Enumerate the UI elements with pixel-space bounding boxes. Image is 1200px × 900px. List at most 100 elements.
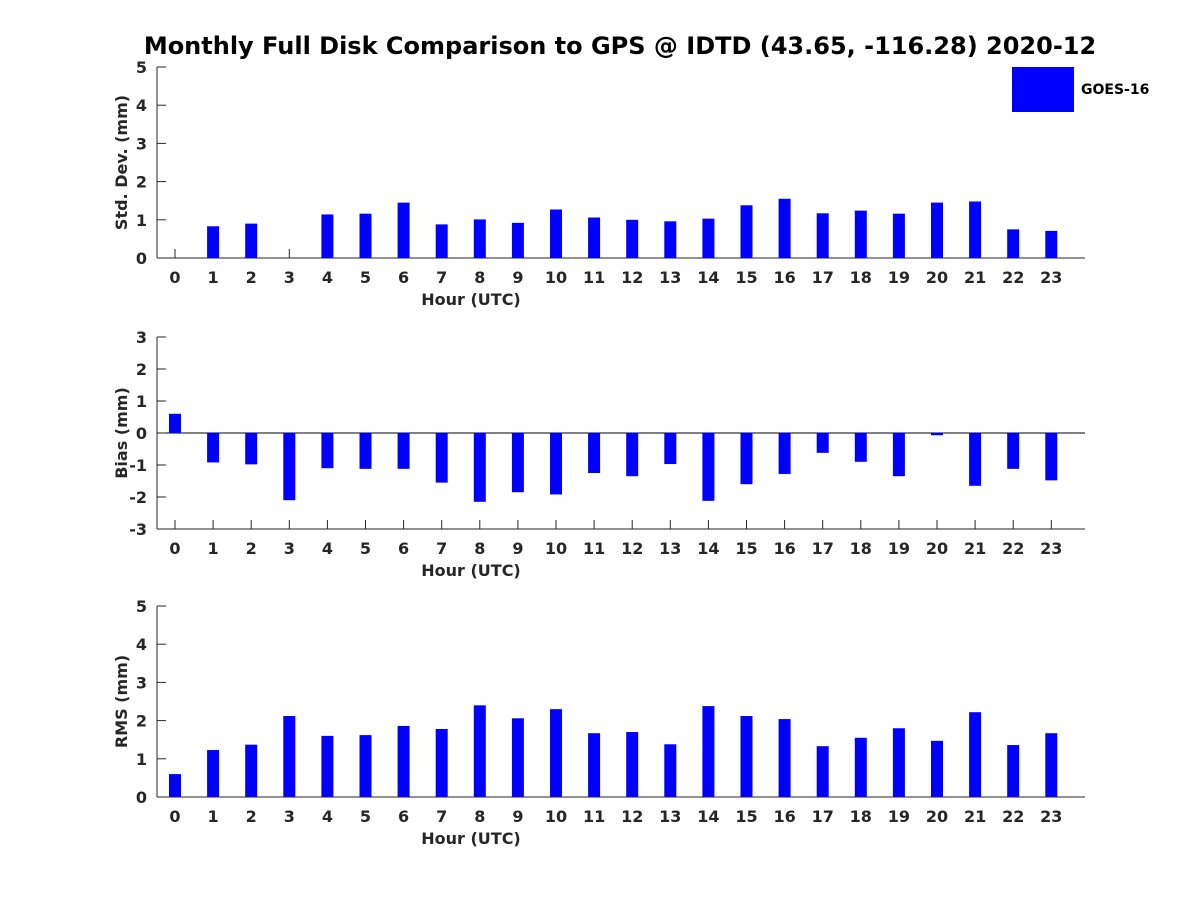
std-dev-bar-hour-5 xyxy=(359,213,372,258)
std-dev-x-tick-label: 2 xyxy=(246,268,257,287)
std-dev-bar-hour-13 xyxy=(664,221,677,258)
rms-x-tick-label: 11 xyxy=(583,807,605,826)
bias-x-tick-label: 18 xyxy=(850,539,872,558)
std-dev-x-tick-label: 16 xyxy=(773,268,795,287)
std-dev-y-axis-label: Std. Dev. (mm) xyxy=(112,95,131,230)
bias-x-tick-label: 3 xyxy=(284,539,295,558)
bias-bar-hour-17 xyxy=(816,433,829,453)
bias-x-tick-label: 7 xyxy=(436,539,447,558)
std-dev-y-tick-label: 2 xyxy=(136,173,147,192)
bias-x-tick-label: 6 xyxy=(398,539,409,558)
rms-bar-hour-13 xyxy=(664,744,677,797)
rms-bar-hour-22 xyxy=(1007,745,1020,797)
rms-bar-hour-9 xyxy=(511,718,524,797)
bias-bar-hour-1 xyxy=(207,433,220,463)
rms-y-tick-label: 5 xyxy=(136,597,147,616)
rms-bar-hour-7 xyxy=(435,729,448,797)
std-dev-x-tick-label: 10 xyxy=(545,268,567,287)
rms-x-tick-label: 21 xyxy=(964,807,986,826)
rms-bar-hour-23 xyxy=(1045,733,1058,797)
rms-bar-hour-5 xyxy=(359,735,372,797)
std-dev-bar-hour-15 xyxy=(740,205,753,258)
std-dev-x-tick-label: 8 xyxy=(474,268,485,287)
rms-x-tick-label: 7 xyxy=(436,807,447,826)
std-dev-bar-hour-22 xyxy=(1007,229,1020,258)
std-dev-x-tick-label: 15 xyxy=(735,268,757,287)
rms-y-tick-label: 2 xyxy=(136,712,147,731)
std-dev-bar-hour-17 xyxy=(816,213,829,258)
rms-bar-hour-21 xyxy=(969,712,982,797)
bias-y-tick-label: 2 xyxy=(136,360,147,379)
rms-bar-hour-4 xyxy=(321,735,334,797)
bias-bar-hour-15 xyxy=(740,433,753,485)
rms-x-tick-label: 13 xyxy=(659,807,681,826)
bias-bar-hour-14 xyxy=(702,433,715,501)
legend-swatch xyxy=(1012,67,1074,112)
rms-x-tick-label: 12 xyxy=(621,807,643,826)
bias-y-tick-label: 1 xyxy=(136,392,147,411)
bias-y-tick-label: -1 xyxy=(129,456,147,475)
rms-x-tick-label: 0 xyxy=(169,807,180,826)
rms-bar-hour-0 xyxy=(169,774,181,797)
std-dev-x-tick-label: 11 xyxy=(583,268,605,287)
bias-x-tick-label: 8 xyxy=(474,539,485,558)
rms-x-tick-label: 5 xyxy=(360,807,371,826)
bias-bar-hour-11 xyxy=(588,433,601,473)
std-dev-x-tick-label: 7 xyxy=(436,268,447,287)
rms-bar-hour-20 xyxy=(931,740,943,797)
rms-bar-hour-2 xyxy=(245,744,258,797)
rms-bar-hour-17 xyxy=(816,746,829,797)
std-dev-x-tick-label: 17 xyxy=(812,268,834,287)
bias-x-tick-label: 5 xyxy=(360,539,371,558)
bias-bar-hour-6 xyxy=(397,433,410,469)
rms-x-tick-label: 20 xyxy=(926,807,948,826)
bias-x-tick-label: 17 xyxy=(812,539,834,558)
bias-bar-hour-2 xyxy=(245,433,258,465)
bias-bar-hour-22 xyxy=(1007,433,1020,469)
std-dev-x-tick-label: 13 xyxy=(659,268,681,287)
std-dev-x-tick-label: 12 xyxy=(621,268,643,287)
bias-x-tick-label: 13 xyxy=(659,539,681,558)
std-dev-bar-hour-14 xyxy=(702,218,715,258)
std-dev-x-tick-label: 4 xyxy=(322,268,333,287)
bias-bar-hour-19 xyxy=(892,433,905,477)
std-dev-y-tick-label: 0 xyxy=(136,249,147,268)
rms-y-tick-label: 0 xyxy=(136,788,147,807)
rms-bar-hour-14 xyxy=(702,706,715,797)
rms-x-tick-label: 6 xyxy=(398,807,409,826)
rms-x-tick-label: 14 xyxy=(697,807,719,826)
bias-bar-hour-16 xyxy=(778,433,791,474)
std-dev-x-tick-label: 19 xyxy=(888,268,910,287)
std-dev-bar-hour-4 xyxy=(321,214,334,258)
rms-bar-hour-15 xyxy=(740,716,753,797)
rms-bar-hour-16 xyxy=(778,719,791,797)
bias-bar-hour-0 xyxy=(169,413,181,433)
rms-x-tick-label: 3 xyxy=(284,807,295,826)
rms-x-tick-label: 19 xyxy=(888,807,910,826)
rms-x-tick-label: 8 xyxy=(474,807,485,826)
rms-y-tick-label: 4 xyxy=(136,635,147,654)
std-dev-y-tick-label: 1 xyxy=(136,211,147,230)
rms-x-tick-label: 2 xyxy=(246,807,257,826)
rms-y-tick-label: 3 xyxy=(136,673,147,692)
bias-x-tick-label: 14 xyxy=(697,539,719,558)
legend-label: GOES-16 xyxy=(1081,82,1149,98)
std-dev-x-tick-label: 5 xyxy=(360,268,371,287)
std-dev-y-tick-label: 3 xyxy=(136,134,147,153)
rms-bar-hour-12 xyxy=(626,732,639,797)
rms-bar-hour-19 xyxy=(892,728,905,797)
std-dev-bar-hour-16 xyxy=(778,198,791,258)
bias-x-tick-label: 21 xyxy=(964,539,986,558)
bias-bar-hour-18 xyxy=(854,433,867,462)
std-dev-bar-hour-8 xyxy=(473,219,486,258)
bias-y-tick-label: 0 xyxy=(136,424,147,443)
std-dev-bar-hour-10 xyxy=(550,209,562,258)
bias-bar-hour-3 xyxy=(283,433,296,501)
bias-y-axis-label: Bias (mm) xyxy=(112,387,131,479)
bias-bar-hour-10 xyxy=(550,433,562,495)
bias-x-tick-label: 23 xyxy=(1040,539,1062,558)
